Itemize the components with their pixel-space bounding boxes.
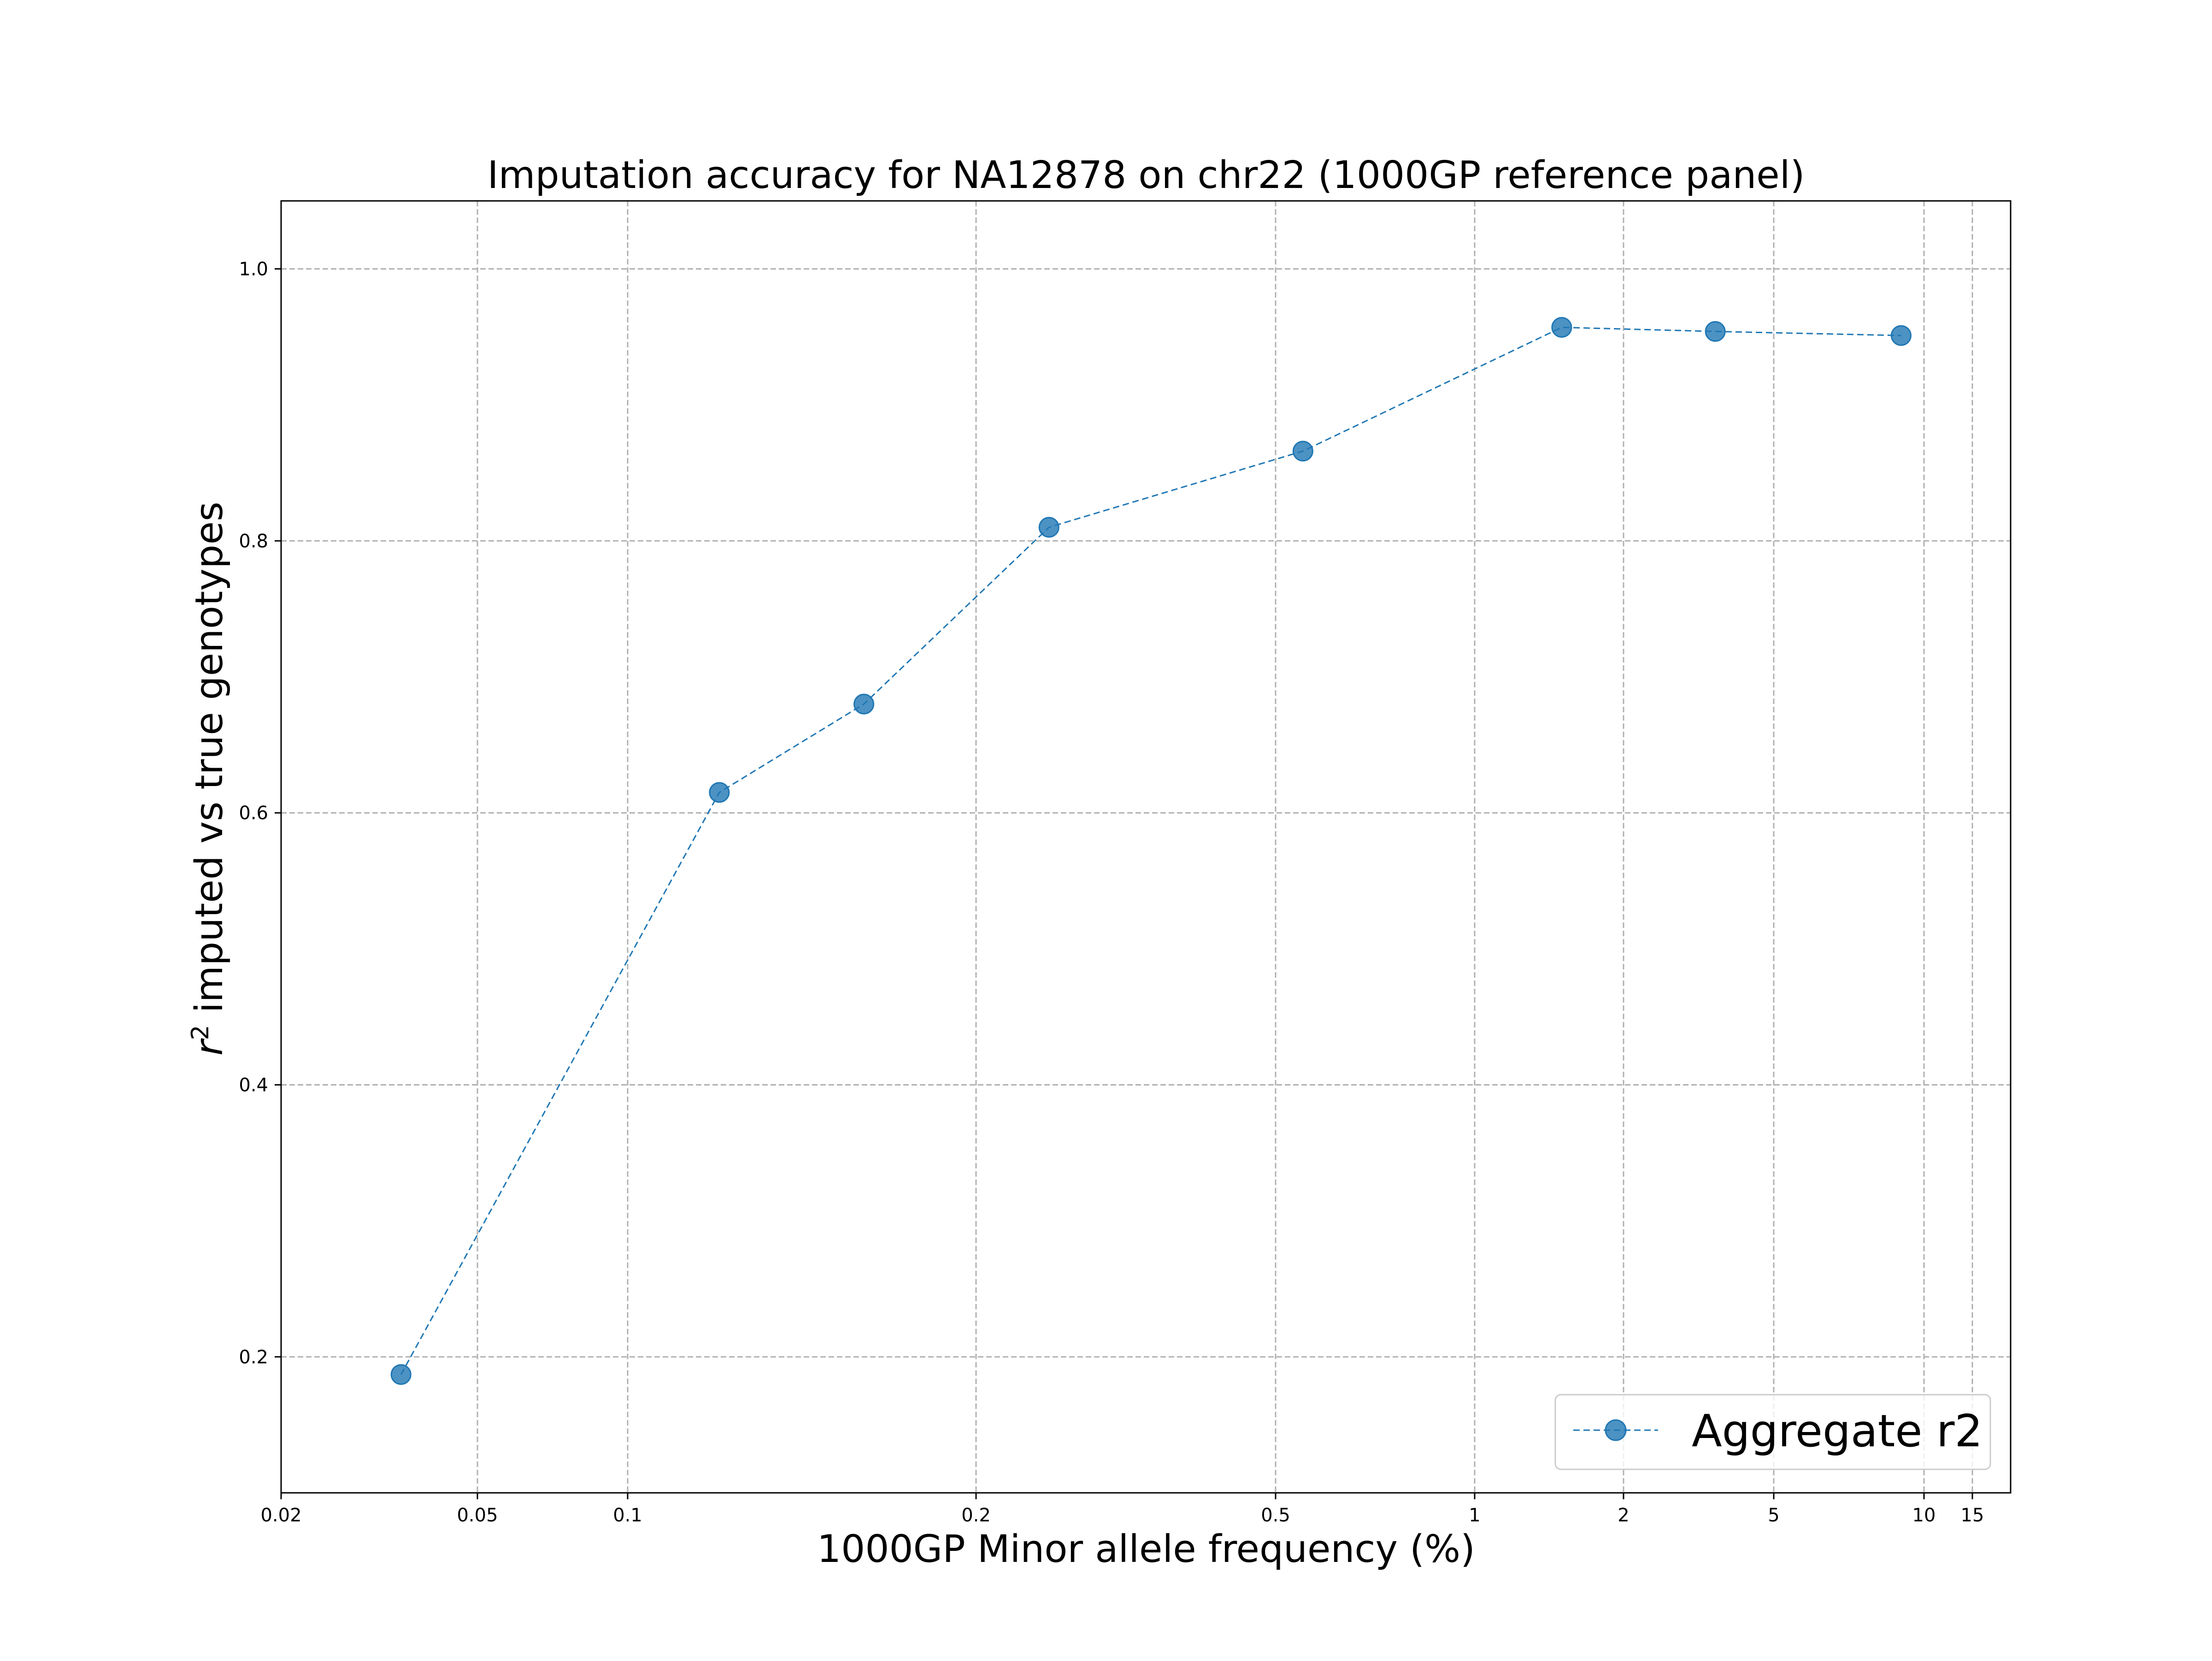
x-tick-label: 0.5 <box>1261 1505 1290 1526</box>
data-point <box>390 1364 412 1385</box>
data-point <box>1292 440 1313 462</box>
y-tick-label: 0.6 <box>239 803 268 824</box>
y-axis-label: r2 imputed vs true genotypes <box>187 502 231 1056</box>
data-point <box>1038 516 1059 538</box>
data-point <box>709 782 730 803</box>
y-axis-label-text: imputed vs true genotypes <box>188 502 231 1025</box>
chart-title: Imputation accuracy for NA12878 on chr22… <box>487 153 1805 197</box>
x-tick-label: 0.02 <box>260 1505 301 1526</box>
y-axis-label-symbol: r <box>188 1038 231 1056</box>
x-tick-label: 15 <box>1961 1505 1984 1526</box>
grid-lines <box>281 201 2011 1493</box>
series-layer <box>390 317 1912 1385</box>
data-point <box>1551 317 1572 338</box>
y-tick-label: 1.0 <box>239 259 268 280</box>
legend-entry-label: Aggregate r2 <box>1692 1405 1983 1457</box>
x-tick-label: 0.05 <box>457 1505 498 1526</box>
y-tick-label: 0.4 <box>239 1075 268 1096</box>
x-tick-label: 1 <box>1469 1505 1480 1526</box>
legend-frame <box>1554 1394 1991 1470</box>
y-axis-label-superscript: 2 <box>187 1025 214 1040</box>
data-point <box>853 693 875 715</box>
y-tick-label: 0.8 <box>239 531 268 552</box>
x-axis-label: 1000GP Minor allele frequency (%) <box>817 1527 1475 1571</box>
y-tick-label: 0.2 <box>239 1347 268 1368</box>
legend-marker <box>1605 1419 1627 1441</box>
data-point <box>1705 321 1726 342</box>
series-line <box>400 326 1901 1375</box>
axis-ticks: 0.02 0.05 0.1 0.2 0.5 1 2 5 10 15 0.2 0.4 0.6 0.8 1.0 <box>239 259 1984 1526</box>
x-tick-label: 5 <box>1768 1505 1779 1526</box>
data-point <box>1890 325 1912 346</box>
x-tick-label: 0.1 <box>613 1505 642 1526</box>
legend: Aggregate r2 <box>1554 1394 1991 1470</box>
x-tick-label: 0.2 <box>961 1505 991 1526</box>
plot-area-frame <box>280 200 2012 1494</box>
x-tick-label: 2 <box>1618 1505 1629 1526</box>
x-tick-label: 10 <box>1912 1505 1936 1526</box>
